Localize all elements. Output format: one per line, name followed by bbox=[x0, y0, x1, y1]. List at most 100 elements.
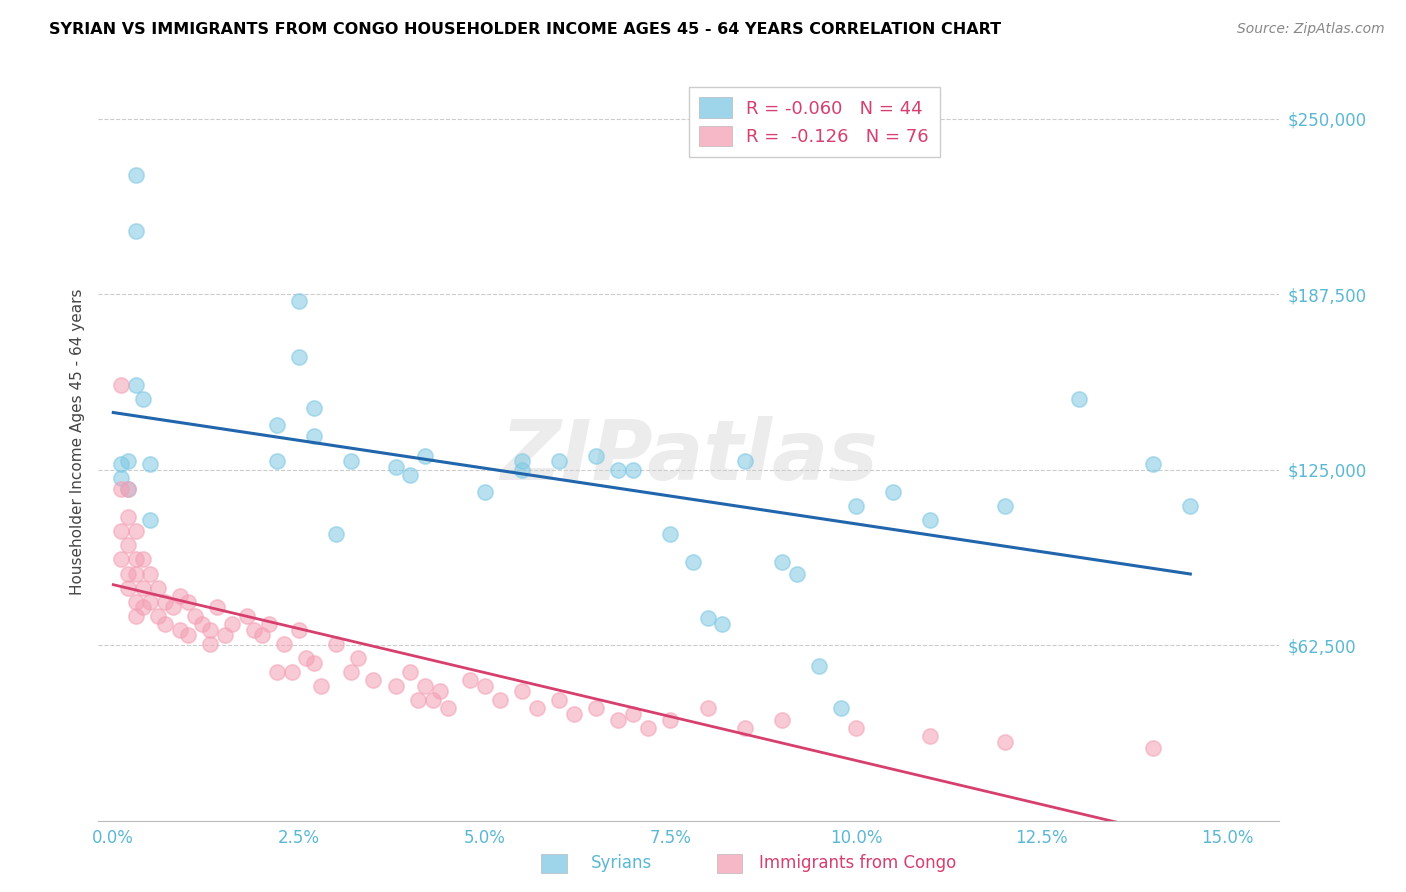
Point bbox=[124, 552, 146, 566]
Point bbox=[302, 657, 325, 671]
Point bbox=[621, 706, 644, 721]
Point bbox=[191, 617, 214, 632]
Point bbox=[110, 457, 132, 471]
Point bbox=[250, 628, 273, 642]
Point bbox=[585, 449, 607, 463]
Point bbox=[526, 701, 548, 715]
Point bbox=[384, 679, 406, 693]
Point bbox=[510, 462, 533, 476]
Point bbox=[994, 735, 1017, 749]
Point bbox=[309, 679, 332, 693]
Point bbox=[474, 679, 496, 693]
Point bbox=[413, 449, 436, 463]
Point bbox=[176, 594, 198, 608]
Point bbox=[295, 650, 318, 665]
Point bbox=[266, 665, 288, 679]
Point bbox=[162, 600, 184, 615]
Point bbox=[288, 623, 311, 637]
Point bbox=[637, 721, 659, 735]
Point bbox=[548, 454, 571, 468]
Point bbox=[845, 499, 868, 513]
Point bbox=[1142, 457, 1164, 471]
Point bbox=[429, 684, 451, 698]
Text: Source: ZipAtlas.com: Source: ZipAtlas.com bbox=[1237, 22, 1385, 37]
Point bbox=[770, 555, 793, 569]
Point bbox=[110, 471, 132, 485]
Point bbox=[132, 392, 155, 407]
Point bbox=[266, 454, 288, 468]
Point bbox=[243, 623, 266, 637]
Point bbox=[786, 566, 808, 581]
Point bbox=[214, 628, 236, 642]
Point bbox=[124, 168, 146, 182]
Point bbox=[139, 594, 162, 608]
Point bbox=[139, 457, 162, 471]
Point bbox=[340, 665, 363, 679]
Point bbox=[325, 527, 347, 541]
Text: ZIPatlas: ZIPatlas bbox=[501, 417, 877, 497]
Point bbox=[117, 566, 139, 581]
Point bbox=[207, 600, 229, 615]
Point bbox=[711, 617, 734, 632]
Point bbox=[110, 524, 132, 539]
Point bbox=[198, 637, 221, 651]
Point bbox=[830, 701, 852, 715]
Point bbox=[110, 483, 132, 497]
Point bbox=[117, 454, 139, 468]
Point bbox=[302, 429, 325, 443]
Point bbox=[807, 659, 830, 673]
Point bbox=[399, 665, 422, 679]
Point bbox=[510, 454, 533, 468]
Point bbox=[302, 401, 325, 415]
Point bbox=[124, 608, 146, 623]
Y-axis label: Householder Income Ages 45 - 64 years: Householder Income Ages 45 - 64 years bbox=[69, 288, 84, 595]
Point bbox=[117, 581, 139, 595]
Point bbox=[422, 693, 444, 707]
Text: SYRIAN VS IMMIGRANTS FROM CONGO HOUSEHOLDER INCOME AGES 45 - 64 YEARS CORRELATIO: SYRIAN VS IMMIGRANTS FROM CONGO HOUSEHOL… bbox=[49, 22, 1001, 37]
Point bbox=[198, 623, 221, 637]
Point bbox=[413, 679, 436, 693]
Point bbox=[770, 713, 793, 727]
Point bbox=[607, 462, 630, 476]
Point bbox=[259, 617, 281, 632]
Point bbox=[325, 637, 347, 651]
Point bbox=[621, 462, 644, 476]
Point bbox=[696, 611, 718, 625]
Point bbox=[124, 378, 146, 392]
Point bbox=[734, 721, 756, 735]
Point bbox=[288, 294, 311, 309]
Point bbox=[436, 701, 458, 715]
Point bbox=[117, 483, 139, 497]
Point bbox=[920, 730, 942, 744]
Point bbox=[585, 701, 607, 715]
Point bbox=[659, 527, 682, 541]
Point bbox=[384, 459, 406, 474]
Point bbox=[110, 552, 132, 566]
Text: Syrians: Syrians bbox=[591, 855, 652, 872]
Point bbox=[124, 524, 146, 539]
Point bbox=[221, 617, 243, 632]
Point bbox=[548, 693, 571, 707]
Point bbox=[347, 650, 370, 665]
Point bbox=[184, 608, 207, 623]
Point bbox=[273, 637, 295, 651]
Point bbox=[1067, 392, 1090, 407]
Point bbox=[845, 721, 868, 735]
Text: Immigrants from Congo: Immigrants from Congo bbox=[759, 855, 956, 872]
Point bbox=[562, 706, 585, 721]
Point bbox=[510, 684, 533, 698]
Point bbox=[176, 628, 198, 642]
Point bbox=[155, 594, 177, 608]
Point bbox=[124, 224, 146, 238]
Point bbox=[734, 454, 756, 468]
Point bbox=[132, 600, 155, 615]
Point bbox=[280, 665, 302, 679]
Point bbox=[682, 555, 704, 569]
Point bbox=[169, 589, 191, 603]
Point bbox=[474, 485, 496, 500]
Point bbox=[361, 673, 384, 688]
Point bbox=[117, 538, 139, 552]
Point bbox=[488, 693, 510, 707]
Point bbox=[117, 510, 139, 524]
Point bbox=[139, 513, 162, 527]
